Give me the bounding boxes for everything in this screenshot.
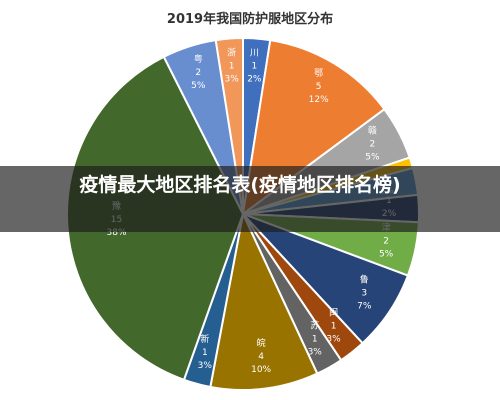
watermark-url: vcbeat.top [443,383,492,393]
slice-label-8: 闽 1 3% [326,307,341,345]
slice-label-1: 鄂 5 12% [309,68,329,105]
chart-title: 2019年我国防护服地区分布 [166,12,334,27]
slice-label-10: 皖 4 10% [251,337,271,375]
slice-label-11: 新 1 3% [198,333,213,371]
pie-slice-10 [209,210,319,391]
slice-label-2: 赣 2 5% [365,124,380,162]
slice-label-9: 苏 1 3% [308,319,323,357]
headline-text: 疫情最大地区排名表(疫情地区排名榜) [79,174,401,196]
watermark-logo-icon: VB [413,371,440,393]
slice-label-7: 鲁 3 7% [357,273,372,311]
watermark: VB 动脉网 vcbeat.top [413,368,492,394]
watermark-name: 动脉网 [443,368,483,383]
slice-label-14: 浙 1 3% [225,46,240,84]
slice-label-0: 川 1 2% [247,48,262,84]
slice-label-13: 粤 2 5% [191,53,206,91]
watermark-text: 动脉网 vcbeat.top [443,368,492,394]
headline-banner: 疫情最大地区排名表(疫情地区排名榜) [0,166,500,232]
